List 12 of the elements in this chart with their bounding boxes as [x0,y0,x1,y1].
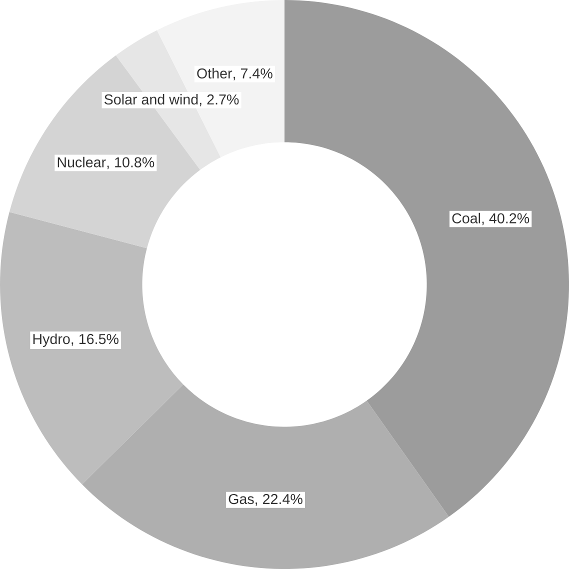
slice-label: Nuclear [58,156,106,168]
slice-label: Gas [228,494,254,504]
data-label: , 16.5% [72,334,118,346]
slice-label: Solar and wind [104,94,198,105]
data-label: , 40.2% [482,213,530,226]
data-label: , 2.7% [200,94,239,106]
slice-label: Coal [452,212,480,224]
data-label: , 10.8% [107,157,154,170]
slice-label: Other [197,68,232,79]
data-label: , 22.4% [256,494,302,506]
slice-label: Hydro [33,334,70,347]
data-label: , 7.4% [234,68,272,80]
